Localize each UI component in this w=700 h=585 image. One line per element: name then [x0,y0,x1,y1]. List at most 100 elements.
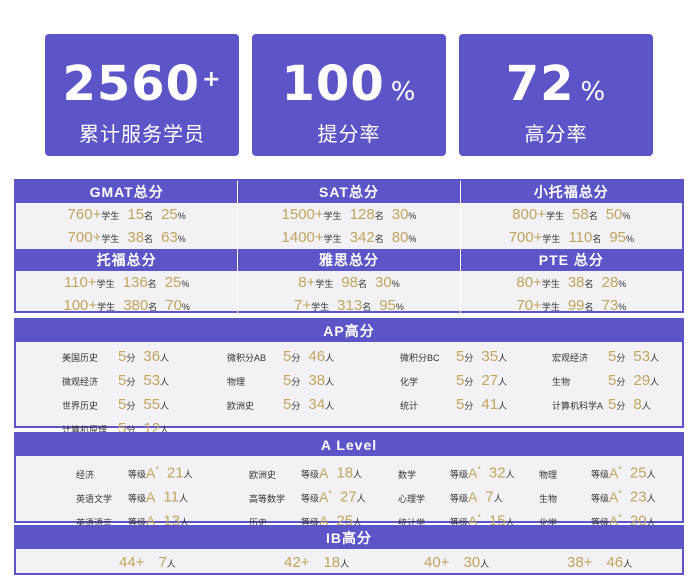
count-unit: 名 [374,234,384,244]
student-count: 53 [633,348,651,365]
alevel-item: 欧洲史 等级A 18人 [249,457,398,482]
grade-label: 等级 [301,517,320,528]
percent-sign: % [408,234,417,244]
alevel-item: 物理 等级A* 25人 [539,457,700,482]
count-unit: 人 [650,353,660,363]
score-threshold: 8+ [298,274,316,291]
count-unit: 名 [144,211,154,221]
score-unit: 分 [464,401,474,411]
count-unit: 人 [493,493,503,504]
percentage: 70 [165,297,182,314]
percent-sign: % [622,211,631,221]
score-unit: 分 [126,377,136,387]
percent-sign: % [618,302,627,312]
grade-label: 等级 [450,493,469,504]
score-unit: 分 [291,377,301,387]
percentage: 30 [391,206,409,223]
subject-name: 世界历史 [62,401,99,411]
percentage: 25 [161,206,178,223]
count-unit: 人 [356,493,366,504]
score-row: 7+学生 313名 95% [238,294,459,317]
percent-sign: % [391,279,400,289]
count-unit: 人 [325,401,335,411]
count-unit: 名 [374,211,384,221]
student-count: 99 [567,297,585,314]
ap-item: 物理 5分 38人 [227,369,400,393]
grade: A* [468,512,481,529]
student-count: 38 [308,372,326,389]
grade: A* [609,512,622,529]
subject-name: 美国历史 [62,353,99,363]
score-row: 100+学生 380名 70% [16,294,237,317]
count-unit: 人 [498,377,508,387]
student-count: 11 [163,488,179,506]
student-count: 36 [143,348,161,365]
alevel-item: 高等数学 等级A* 27人 [249,481,398,506]
subject-name: 统计 [400,401,419,411]
subject-name: 统计学 [398,517,426,528]
score: 5 [456,372,465,389]
count-unit: 名 [362,302,372,312]
count-unit: 人 [160,425,170,435]
student-count: 55 [143,396,161,413]
grade-letter: A [609,464,619,481]
count-unit: 人 [646,469,656,480]
subject-name: 计算机原理 [62,425,108,435]
grade-star: * [328,488,332,498]
stat-card-students: 2560+ 累计服务学员 [45,34,239,156]
alevel-item: 经济 等级A* 21人 [76,457,249,482]
grade-star: * [618,464,622,474]
test-cell: 760+学生 15名 25% 700+学生 38名 63% [16,203,237,249]
ap-item: 美国历史 5分 36人 [62,345,227,369]
score-unit: 分 [291,353,301,363]
score: 5 [456,348,465,365]
student-count: 46 [308,348,326,365]
subject-name: 历史 [249,517,268,528]
count-unit: 人 [183,469,193,480]
subject-name: 数学 [398,469,417,480]
score: 5 [608,348,617,365]
stat-label: 累计服务学员 [79,124,205,146]
grade-letter: A [319,488,329,505]
count-unit: 人 [641,401,651,411]
ap-item: 微观经济 5分 53人 [62,369,227,393]
grade-letter: A [609,488,619,505]
count-unit: 人 [340,559,350,569]
count-unit: 名 [147,279,157,289]
score-threshold: 7+ [294,297,312,314]
student-count: 313 [337,297,363,314]
student-label: 学生 [315,279,334,289]
stat-number: 2560+ [62,56,222,112]
test-title: 雅思总分 [237,249,460,271]
student-count: 380 [123,297,149,314]
grade-letter: A [468,512,478,529]
score: 5 [118,372,127,389]
student-count: 7 [158,554,167,571]
count-unit: 人 [178,493,188,504]
grade: A [146,513,155,529]
test-body-row: 760+学生 15名 25% 700+学生 38名 63% 1500+学生 128名 30% 14… [16,203,682,249]
alevel-title: A Level [16,434,682,456]
student-label: 学生 [546,211,565,221]
count-unit: 人 [325,377,335,387]
ap-item: 生物 5分 29人 [552,369,700,393]
grade-star: * [618,512,622,522]
grade: A [468,489,477,505]
stat-number: 72% [505,56,607,112]
grade-label: 等级 [128,493,147,504]
stat-card-improve-rate: 100% 提分率 [252,34,446,156]
student-count: 35 [481,348,499,365]
score: 5 [118,396,127,413]
count-unit: 人 [166,559,176,569]
score-threshold: 40+ [424,554,450,571]
score: 5 [283,396,292,413]
subject-name: 宏观经济 [552,353,589,363]
student-count: 32 [488,464,506,482]
test-title: 小托福总分 [459,181,682,203]
ap-item: 世界历史 5分 55人 [62,393,227,417]
percentage: 63 [161,229,178,246]
grade: A* [468,464,481,481]
subject-name: 生物 [539,493,558,504]
student-label: 学生 [101,211,120,221]
percentage: 25 [164,274,182,291]
